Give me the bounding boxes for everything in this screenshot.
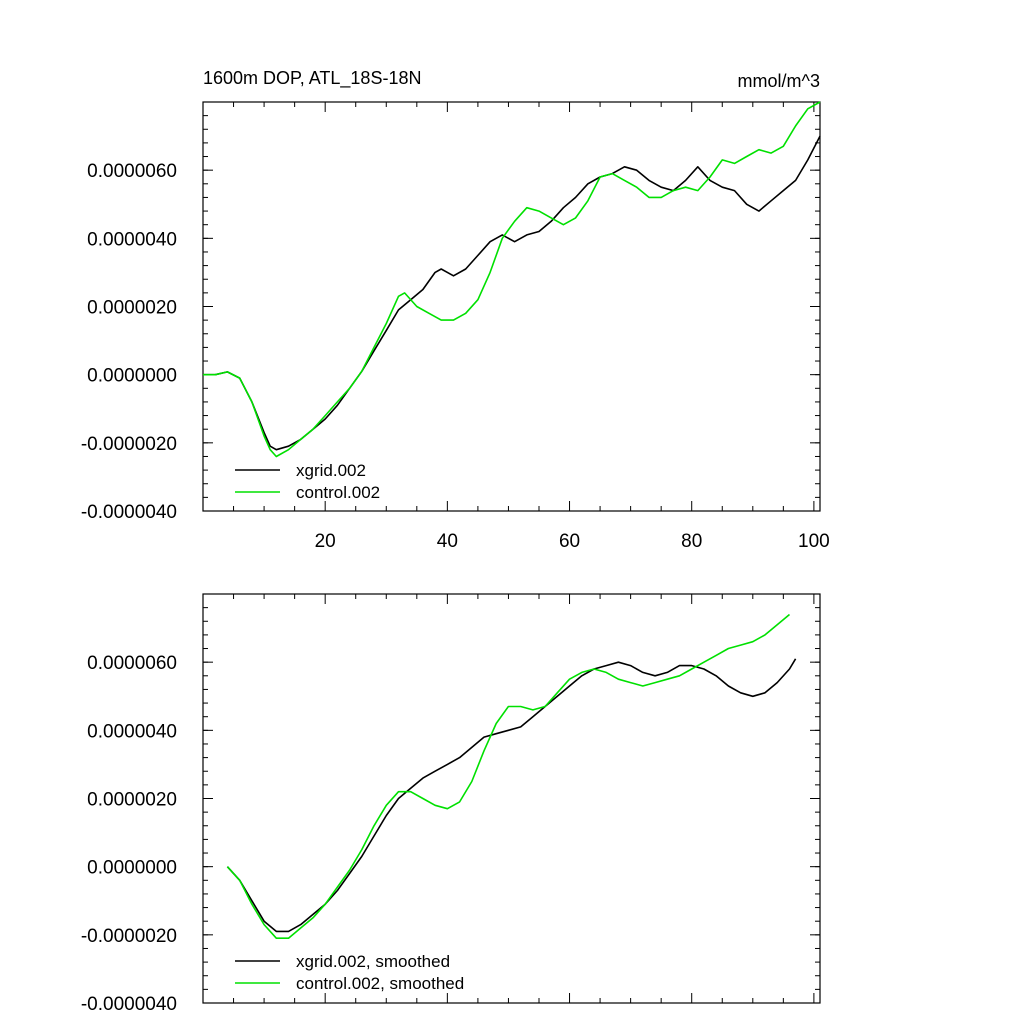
chart-top-plot-area: 20 40 60 80 100 -0.0000040 -0.0000020 0.0000000… [81,101,830,552]
bottom-y-tick-label: 0.0000000 [87,858,177,879]
chart-bottom-plot-area: -0.0000040 -0.0000020 0.0000000 0.0000020 0.… [81,593,821,1015]
bottom-y-tick-label: -0.0000020 [81,926,177,947]
top-x-tick-label: 20 [315,531,336,552]
top-x-tick-label: 40 [437,531,458,552]
bottom-y-tick-label: 0.0000020 [87,790,177,811]
top-plot-frame [202,101,821,512]
legend-label-xgrid-smoothed: xgrid.002, smoothed [296,952,450,971]
top-series-xgrid-002 [203,135,821,451]
top-series-control-002 [203,101,821,458]
chart-top: 1600m DOP, ATL_18S-18N mmol/m^3 20 40 60 80… [81,68,830,552]
chart-top-units: mmol/m^3 [738,71,820,91]
top-y-tick-label: 0.0000060 [87,161,177,182]
legend-label-control: control.002 [296,483,380,502]
chart-top-legend: xgrid.002 control.002 [235,461,380,502]
bottom-y-tick-label: -0.0000040 [81,994,177,1015]
top-y-tick-label: 0.0000020 [87,298,177,319]
bottom-series-control-002-smoothed [226,613,791,939]
bottom-y-tick-label: 0.0000060 [87,653,177,674]
top-x-tick-label: 80 [681,531,702,552]
bottom-y-tick-label: 0.0000040 [87,721,177,742]
top-x-tick-label: 100 [798,531,830,552]
chart-bottom: -0.0000040 -0.0000020 0.0000000 0.0000020 0.… [81,593,821,1015]
top-y-tick-label: 0.0000000 [87,366,177,387]
top-y-tick-label: 0.0000040 [87,229,177,250]
top-y-tick-label: -0.0000020 [81,434,177,455]
legend-label-xgrid: xgrid.002 [296,461,366,480]
bottom-plot-frame [202,593,821,1004]
top-x-tick-label: 60 [559,531,580,552]
bottom-series-xgrid-002-smoothed [226,658,797,933]
chart-top-title: 1600m DOP, ATL_18S-18N [203,68,421,89]
top-y-tick-label: -0.0000040 [81,502,177,523]
chart-bottom-legend: xgrid.002, smoothed control.002, smoothe… [235,952,464,993]
legend-label-control-smoothed: control.002, smoothed [296,974,464,993]
